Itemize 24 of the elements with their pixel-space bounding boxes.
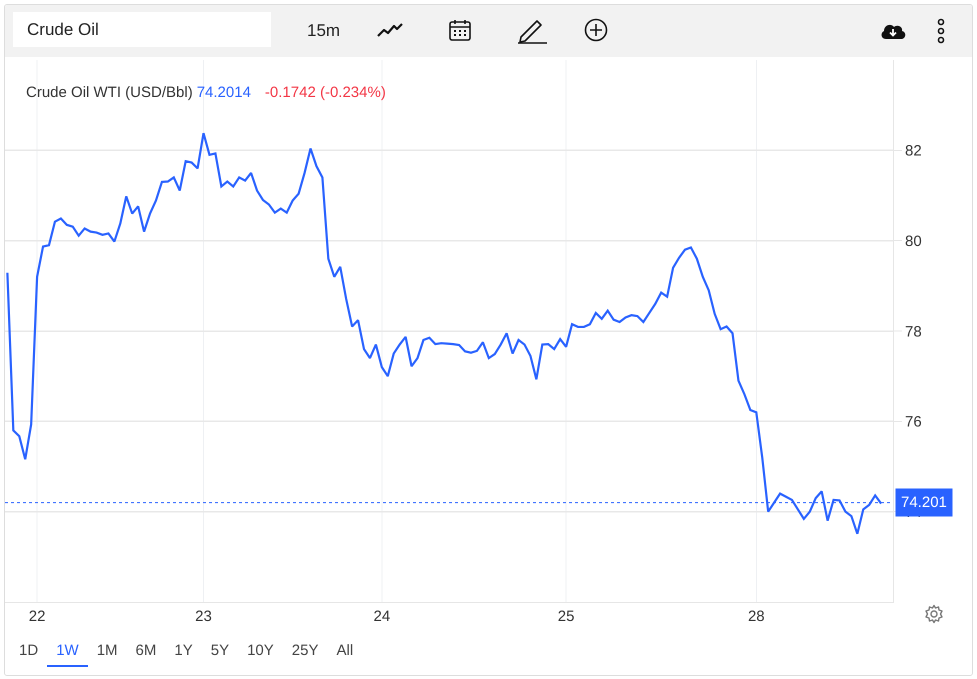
y-tick-label: 80 xyxy=(905,232,922,250)
x-tick-label: 24 xyxy=(373,608,390,625)
annotation: -0.1742 (-0.234%) xyxy=(264,84,386,101)
text: 1Y xyxy=(174,642,193,661)
text: 15m xyxy=(307,21,340,41)
text: Crude Oil WTI (USD/Bbl) xyxy=(26,84,193,101)
text: 1W xyxy=(47,642,88,667)
ref-line-label: 74.201 xyxy=(901,494,947,511)
text: 25Y xyxy=(292,642,318,661)
y-tick-label: 76 xyxy=(905,414,922,431)
text: 5Y xyxy=(210,642,230,661)
x-tick-label: 22 xyxy=(28,608,46,625)
annotation: 74.2014 xyxy=(196,84,251,101)
text: Crude Oil xyxy=(13,12,271,47)
text: 6M xyxy=(136,642,156,661)
text: 1M xyxy=(96,642,118,661)
x-tick-label: 28 xyxy=(748,608,765,625)
text: All xyxy=(336,642,354,661)
x-tick-label: 23 xyxy=(195,608,212,625)
y-tick-label: 82 xyxy=(905,142,922,160)
text: 10Y xyxy=(247,642,274,661)
text: 1D xyxy=(19,642,38,661)
x-tick-label: 25 xyxy=(558,608,574,625)
y-tick-label: 78 xyxy=(905,323,922,340)
